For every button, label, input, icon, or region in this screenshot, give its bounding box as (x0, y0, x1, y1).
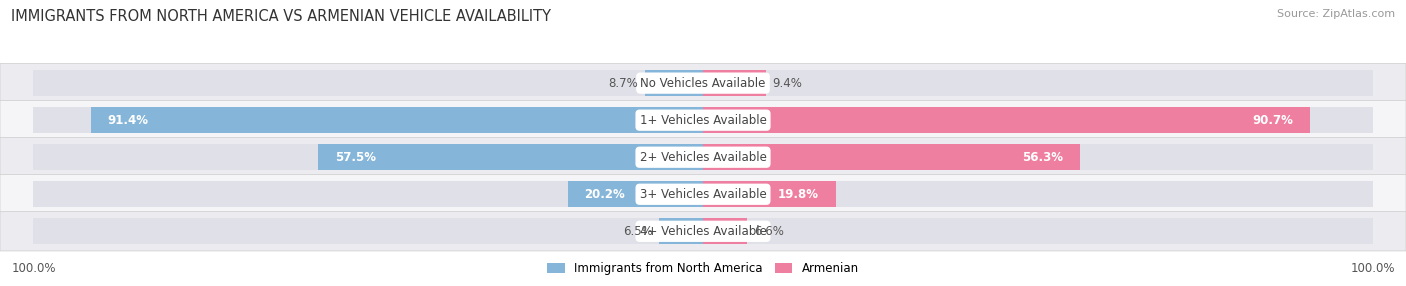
Text: 91.4%: 91.4% (108, 114, 149, 127)
Text: 9.4%: 9.4% (773, 77, 803, 90)
Bar (568, 181, 703, 207)
Bar (645, 70, 703, 96)
Bar (34, 144, 703, 170)
Bar (34, 70, 703, 96)
Bar (703, 107, 1310, 133)
Bar (703, 107, 1372, 133)
Text: 4+ Vehicles Available: 4+ Vehicles Available (640, 225, 766, 238)
Bar (91, 107, 703, 133)
Bar (703, 144, 1080, 170)
Text: 1+ Vehicles Available: 1+ Vehicles Available (640, 114, 766, 127)
Bar (34, 107, 703, 133)
Text: 90.7%: 90.7% (1253, 114, 1294, 127)
Text: 20.2%: 20.2% (585, 188, 626, 201)
Text: 3+ Vehicles Available: 3+ Vehicles Available (640, 188, 766, 201)
Text: 56.3%: 56.3% (1022, 151, 1063, 164)
Text: No Vehicles Available: No Vehicles Available (640, 77, 766, 90)
Text: 19.8%: 19.8% (778, 188, 818, 201)
Bar (703, 218, 1372, 244)
Text: 8.7%: 8.7% (609, 77, 638, 90)
Bar (703, 218, 747, 244)
Bar (659, 218, 703, 244)
Text: 57.5%: 57.5% (335, 151, 375, 164)
FancyBboxPatch shape (0, 175, 1406, 214)
FancyBboxPatch shape (0, 138, 1406, 177)
Text: 2+ Vehicles Available: 2+ Vehicles Available (640, 151, 766, 164)
Text: 6.5%: 6.5% (623, 225, 652, 238)
Bar (703, 144, 1372, 170)
Bar (34, 181, 703, 207)
FancyBboxPatch shape (0, 63, 1406, 103)
Text: IMMIGRANTS FROM NORTH AMERICA VS ARMENIAN VEHICLE AVAILABILITY: IMMIGRANTS FROM NORTH AMERICA VS ARMENIA… (11, 9, 551, 23)
Legend: Immigrants from North America, Armenian: Immigrants from North America, Armenian (543, 258, 863, 280)
Bar (34, 218, 703, 244)
Bar (703, 181, 1372, 207)
Bar (703, 70, 1372, 96)
Text: 6.6%: 6.6% (754, 225, 783, 238)
FancyBboxPatch shape (0, 101, 1406, 140)
Text: 100.0%: 100.0% (11, 262, 56, 275)
Bar (703, 181, 835, 207)
Bar (318, 144, 703, 170)
FancyBboxPatch shape (0, 212, 1406, 251)
Text: Source: ZipAtlas.com: Source: ZipAtlas.com (1277, 9, 1395, 19)
Text: 100.0%: 100.0% (1350, 262, 1395, 275)
Bar (703, 70, 766, 96)
